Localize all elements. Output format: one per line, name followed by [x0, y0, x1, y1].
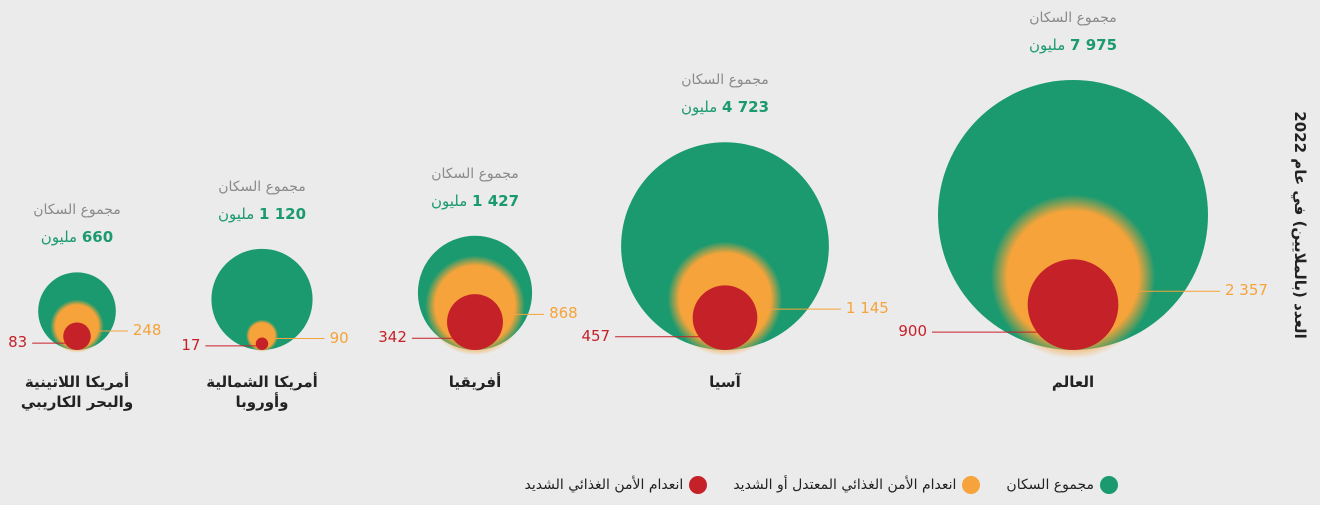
value-label: 90	[329, 328, 349, 347]
legend-item: انعدام الأمن الغذائي الشديد	[525, 476, 708, 494]
value-label: 83	[8, 333, 28, 352]
value-label: 457	[581, 326, 611, 345]
legend-swatch	[962, 476, 981, 494]
bubble-severe	[692, 285, 758, 351]
unit: مليون	[217, 204, 255, 223]
category-label: أفريقيا	[448, 373, 502, 391]
value-label: 248	[132, 320, 162, 339]
bubble-severe	[447, 294, 503, 350]
value-label: 900	[898, 322, 927, 341]
total-value: 1 427	[472, 191, 520, 210]
total-value: 4 723	[722, 98, 770, 117]
bubble-severe	[1027, 259, 1119, 350]
category-label: آسيا	[709, 373, 741, 391]
value-label: 1 145	[845, 299, 889, 318]
axis-title: العدد (بالملايين) في عام 2022	[1291, 111, 1309, 339]
category-label: أمريكا الشمالية وأوروبا	[206, 373, 318, 411]
category-label: العالم	[1051, 373, 1095, 391]
unit: مليون	[680, 98, 718, 117]
total-label: 7 975 مليون	[973, 36, 1173, 54]
total-caption: مجموع السكان	[33, 202, 121, 219]
legend-swatch	[689, 476, 708, 494]
unit: مليون	[1028, 36, 1066, 54]
legend-label: مجموع السكان	[1006, 477, 1094, 493]
legend-item: انعدام الأمن الغذائي المعتدل أو الشديد	[733, 476, 981, 494]
total-value: 7 975	[1070, 36, 1118, 54]
total-label: 1 120 مليون	[162, 205, 362, 223]
total-caption: مجموع السكان	[681, 72, 769, 89]
total-caption: مجموع السكان	[431, 165, 519, 182]
total-value: 660	[81, 228, 114, 247]
bubble-total	[211, 248, 313, 350]
legend-label: انعدام الأمن الغذائي المعتدل أو الشديد	[733, 477, 957, 493]
legend-item: مجموع السكان	[1006, 476, 1118, 494]
value-label: 17	[181, 335, 201, 354]
legend-swatch	[1100, 476, 1118, 494]
value-label: 2 357	[1225, 281, 1268, 300]
bubble-moderate	[245, 319, 279, 352]
legend: مجموع السكان انعدام الأمن الغذائي المعتدل…	[525, 476, 1118, 494]
total-caption: مجموع السكان	[1029, 10, 1117, 26]
bubble-severe	[255, 337, 269, 350]
value-label: 342	[378, 328, 407, 347]
total-label: 4 723 مليون	[625, 98, 825, 116]
unit: مليون	[430, 191, 468, 210]
legend-label: انعدام الأمن الغذائي الشديد	[524, 477, 684, 493]
unit: مليون	[40, 228, 78, 247]
bubble-severe	[63, 322, 91, 350]
value-label: 868	[549, 304, 578, 323]
category-label: أمريكا اللاتينية والبحر الكاريبي	[20, 373, 134, 411]
total-value: 1 120	[259, 204, 307, 223]
total-caption: مجموع السكان	[218, 178, 306, 195]
total-label: 1 427 مليون	[375, 192, 575, 210]
total-label: 660 مليون	[0, 228, 177, 246]
